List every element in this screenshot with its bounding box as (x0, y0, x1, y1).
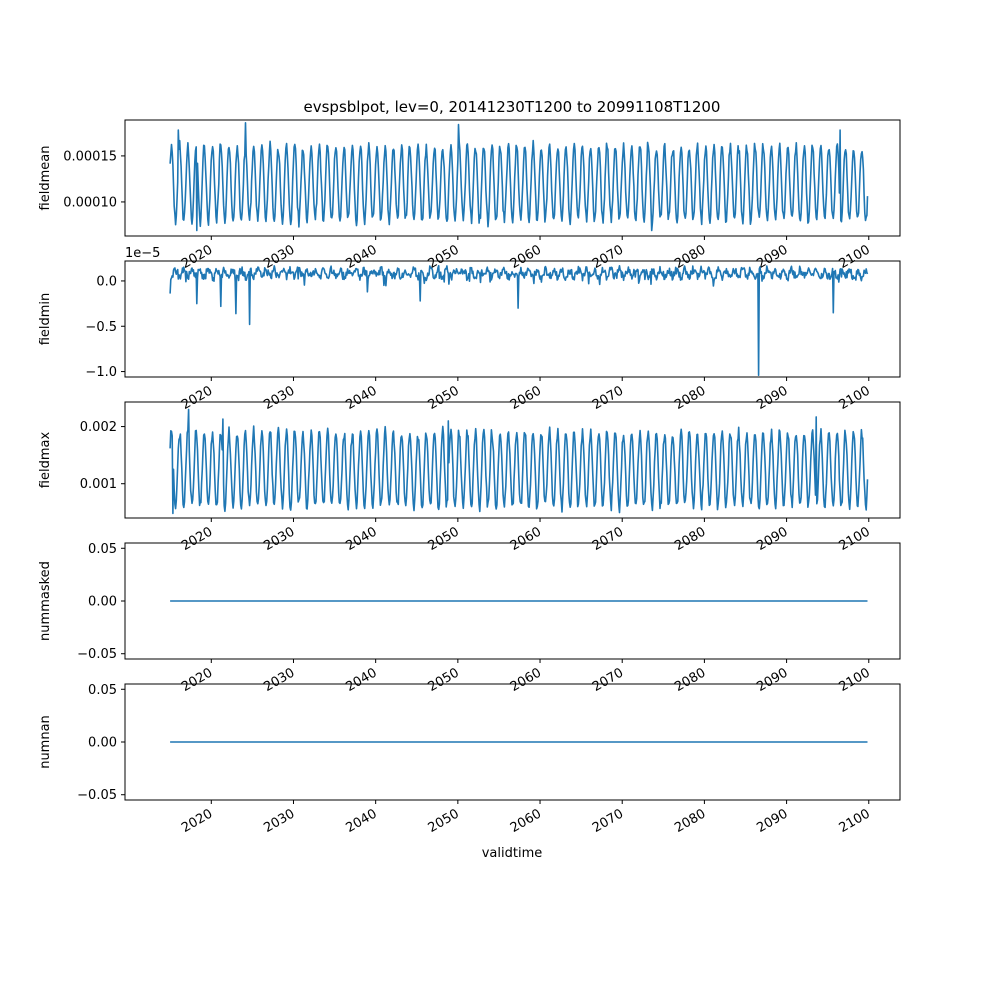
x-tick-label: 2060 (508, 665, 544, 695)
x-tick-label: 2100 (837, 242, 873, 272)
x-tick-label: 2060 (508, 242, 544, 272)
subplot-fieldmin: 0.0 −0.5 −1.0 fieldmin 1e−5 2020 2030 2040 2050 2… (38, 246, 901, 413)
x-axis-label: validtime (482, 846, 543, 861)
x-tick-label: 2060 (508, 806, 544, 836)
x-tick-label: 2070 (590, 524, 626, 554)
y-tick-label: −0.05 (77, 647, 117, 662)
y-axis-label: fieldmin (38, 293, 53, 346)
x-tick-label: 2040 (344, 806, 380, 836)
y-tick-label: −0.05 (77, 788, 117, 803)
x-tick-label: 2040 (344, 383, 380, 413)
x-tick-label: 2030 (261, 524, 297, 554)
x-tick-label: 2020 (179, 524, 215, 554)
x-tick-label: 2040 (344, 242, 380, 272)
x-tick-label: 2060 (508, 383, 544, 413)
y-tick-label: 0.002 (80, 420, 117, 435)
x-tick-label: 2080 (672, 665, 708, 695)
x-tick-label: 2030 (261, 806, 297, 836)
x-tick-label: 2080 (672, 806, 708, 836)
x-tick-label: 2030 (261, 383, 297, 413)
y-tick-label: 0.001 (80, 477, 117, 492)
figure-title: evspsblpot, lev=0, 20141230T1200 to 2099… (304, 98, 721, 116)
subplot-nummasked: −0.05 0.00 0.05 nummasked 2020 2030 2040 2050 20… (38, 542, 901, 695)
x-tick-label: 2030 (261, 665, 297, 695)
y-tick-label: 0.00010 (63, 195, 117, 210)
x-tick-label: 2100 (837, 524, 873, 554)
x-tick-label: 2080 (672, 242, 708, 272)
y-tick-label: −1.0 (85, 365, 117, 380)
y-axis-label: nummasked (38, 561, 53, 641)
x-tick-label: 2070 (590, 383, 626, 413)
y-axis-label: fieldmax (38, 432, 53, 489)
x-tick-label: 2090 (754, 665, 790, 695)
axes-frame (124, 401, 901, 519)
y-tick-label: 0.05 (88, 542, 117, 557)
series-line-fieldmax (169, 408, 869, 515)
x-tick-label: 2070 (590, 242, 626, 272)
x-tick-label: 2090 (754, 383, 790, 413)
axes-frame (124, 119, 901, 237)
series-line-fieldmin (169, 264, 869, 376)
subplot-stack: 0.00010 0.00015 fieldmean 2020 2030 2040 2050 2… (38, 119, 901, 836)
subplot-numnan: −0.05 0.00 0.05 numnan 2020 2030 2040 2050 2060 2… (38, 683, 901, 836)
x-tick-label: 2060 (508, 524, 544, 554)
y-tick-label: 0.00015 (63, 149, 117, 164)
y-tick-label: 0.00 (88, 736, 117, 751)
y-axis-label: fieldmean (38, 146, 53, 211)
x-tick-label: 2050 (426, 524, 462, 554)
x-tick-label: 2050 (426, 806, 462, 836)
x-tick-label: 2020 (179, 665, 215, 695)
x-tick-label: 2050 (426, 383, 462, 413)
x-tick-label: 2070 (590, 806, 626, 836)
x-tick-label: 2090 (754, 806, 790, 836)
subplot-fieldmax: 0.001 0.002 fieldmax 2020 2030 2040 2050 2060 20… (38, 401, 901, 554)
x-tick-label: 2040 (344, 524, 380, 554)
x-tick-label: 2050 (426, 665, 462, 695)
y-offset-label: 1e−5 (125, 246, 160, 261)
x-tick-label: 2080 (672, 383, 708, 413)
y-tick-label: 0.05 (88, 683, 117, 698)
x-tick-label: 2100 (837, 806, 873, 836)
x-tick-label: 2070 (590, 665, 626, 695)
axes-frame (124, 260, 901, 378)
x-tick-label: 2100 (837, 665, 873, 695)
x-tick-label: 2020 (179, 806, 215, 836)
x-tick-label: 2080 (672, 524, 708, 554)
x-tick-label: 2020 (179, 383, 215, 413)
x-tick-label: 2030 (261, 242, 297, 272)
y-axis-label: numnan (38, 715, 53, 769)
x-tick-label: 2100 (837, 383, 873, 413)
y-tick-label: −0.5 (85, 320, 117, 335)
series-line-fieldmean (169, 122, 869, 232)
x-tick-label: 2090 (754, 524, 790, 554)
y-tick-label: 0.00 (88, 595, 117, 610)
x-tick-label: 2040 (344, 665, 380, 695)
y-tick-label: 0.0 (96, 274, 117, 289)
